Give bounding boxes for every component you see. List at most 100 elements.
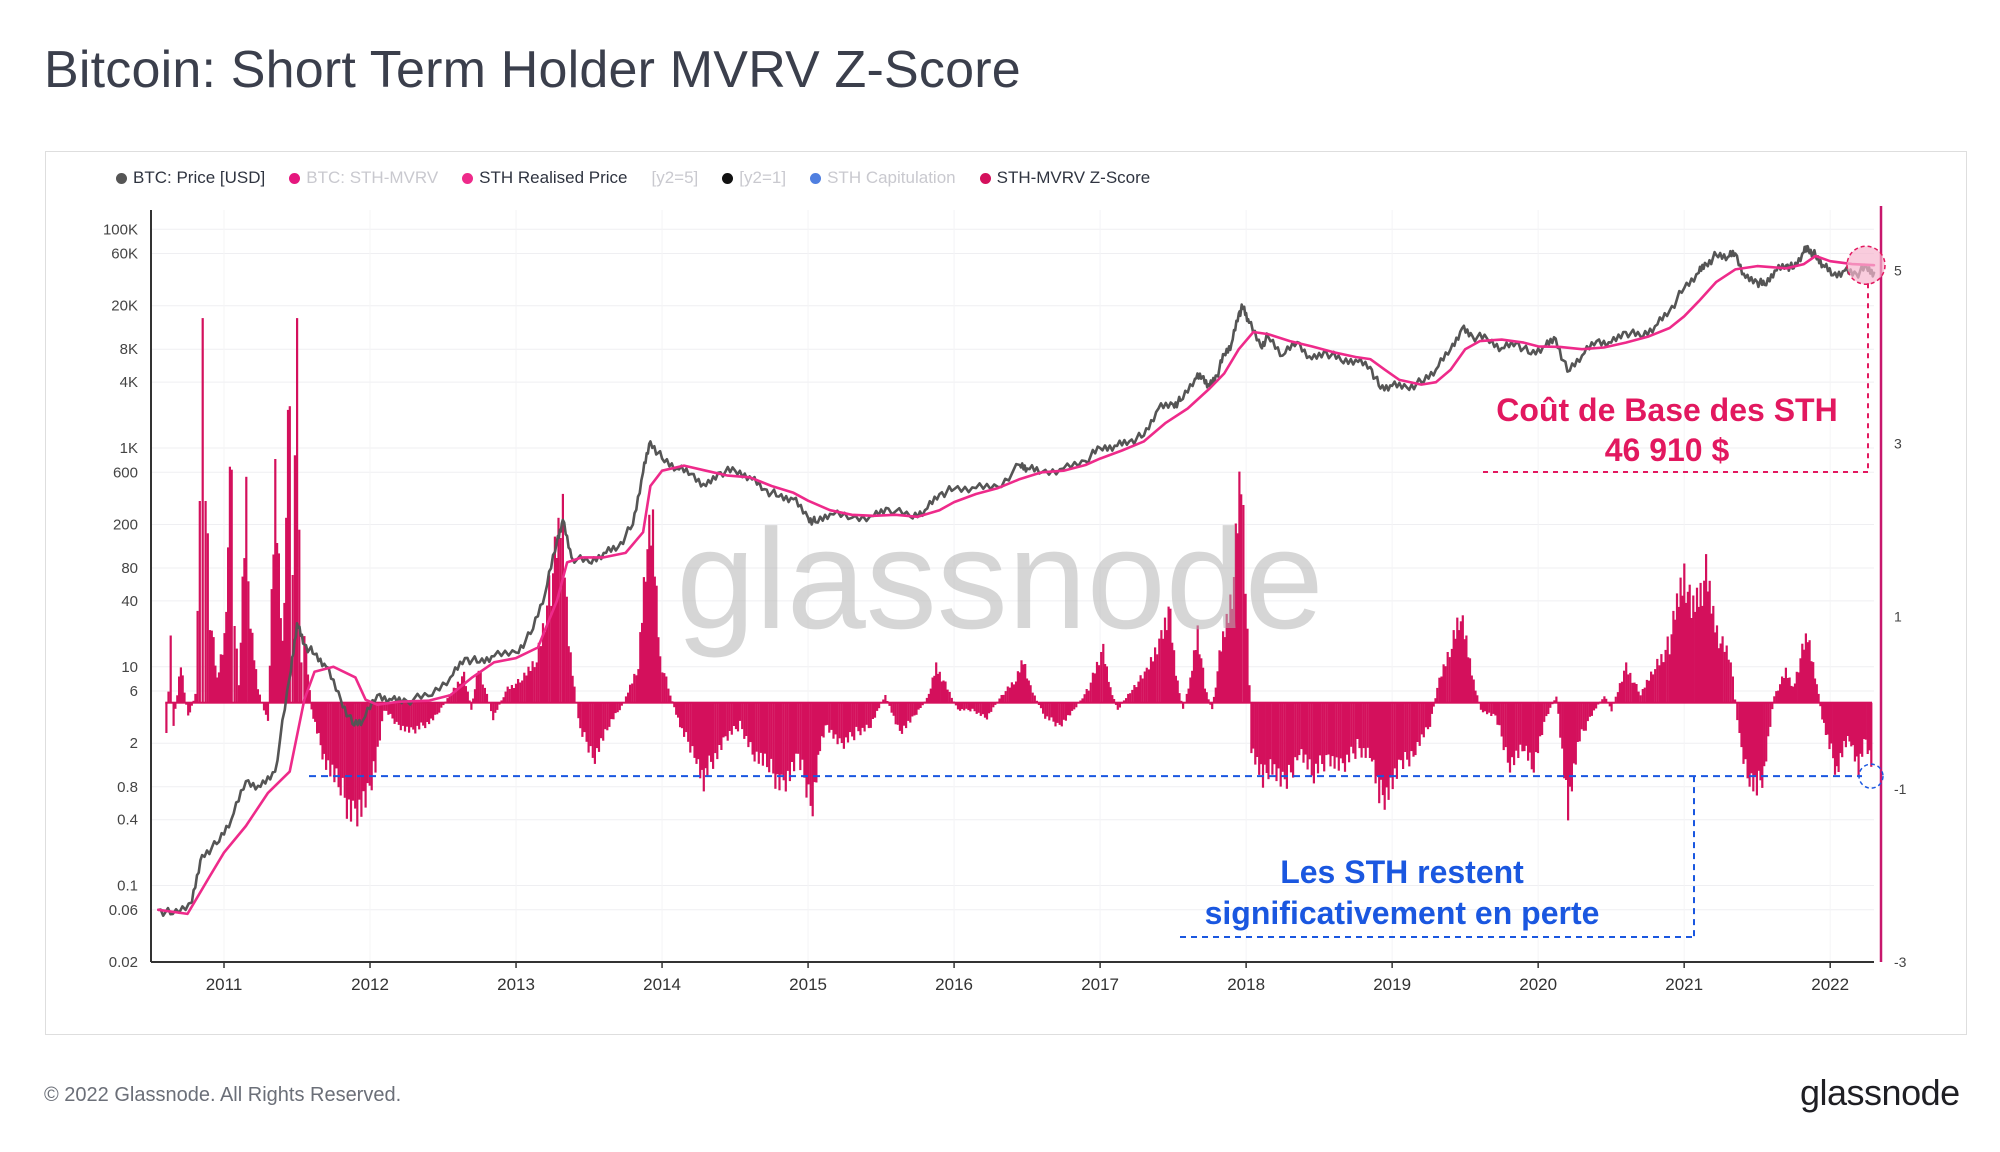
zscore-bar	[1633, 682, 1636, 703]
zscore-bar	[1742, 702, 1745, 764]
zscore-bar	[1708, 580, 1711, 703]
zscore-bar	[933, 675, 936, 703]
zscore-bar	[1304, 702, 1307, 755]
zscore-bar	[1200, 658, 1203, 703]
legend-item-6[interactable]: STH-MVRV Z-Score	[979, 168, 1151, 188]
zscore-bar	[1087, 690, 1090, 703]
legend-label: STH-MVRV Z-Score	[996, 168, 1151, 187]
zscore-bar	[803, 702, 806, 778]
zscore-bar	[1058, 702, 1061, 725]
zscore-bar	[1521, 702, 1524, 752]
zscore-bar	[323, 702, 326, 754]
zscore-bar	[1321, 702, 1324, 764]
zscore-bar	[691, 702, 694, 747]
zscore-bar	[1853, 702, 1856, 762]
zscore-bar	[470, 702, 473, 710]
zscore-bar	[1370, 702, 1374, 762]
footer-logo[interactable]: glassnode	[1800, 1072, 1960, 1113]
legend-item-4[interactable]: [y2=1]	[722, 168, 786, 188]
zscore-bar	[1769, 702, 1772, 727]
zscore-bar	[1198, 654, 1201, 703]
zscore-bar	[871, 702, 874, 719]
zscore-bar	[1715, 625, 1719, 703]
zscore-bar	[1725, 645, 1728, 703]
zscore-bar	[1792, 686, 1795, 703]
zscore-bar	[1333, 702, 1336, 769]
zscore-bar	[1436, 687, 1439, 703]
zscore-bar	[702, 702, 705, 792]
zscore-bar	[629, 684, 632, 703]
zscore-bar	[963, 702, 966, 711]
zscore-bar	[1171, 642, 1174, 703]
zscore-bar	[1211, 702, 1214, 710]
zscore-bar	[1285, 702, 1288, 789]
zscore-bar	[1178, 693, 1181, 703]
zscore-bar	[1422, 702, 1425, 738]
zscore-bar	[1717, 648, 1720, 703]
zscore-bar	[859, 702, 862, 736]
zscore-bar	[1595, 702, 1598, 709]
zscore-bar	[305, 645, 308, 703]
zscore-bar	[1557, 702, 1560, 714]
zscore-bar	[712, 702, 715, 769]
legend-item-2[interactable]: STH Realised Price	[462, 168, 628, 188]
zscore-bar	[1302, 702, 1305, 763]
zscore-bar	[448, 694, 451, 703]
zscore-bar	[606, 702, 609, 731]
zscore-bar	[1158, 638, 1161, 703]
zscore-bar	[1731, 676, 1734, 703]
zscore-bar	[432, 702, 435, 721]
zscore-bar	[1677, 606, 1680, 703]
zscore-bar	[172, 702, 175, 726]
zscore-bar	[1381, 702, 1384, 796]
zscore-bar	[1515, 702, 1518, 751]
zscore-bar	[358, 702, 361, 800]
zscore-bar	[1231, 608, 1234, 703]
zscore-bar	[496, 702, 499, 710]
zscore-bar	[1093, 673, 1097, 703]
zscore-bar	[477, 670, 480, 703]
zscore-bar	[1037, 702, 1040, 705]
zscore-bar	[383, 702, 386, 711]
zscore-bar	[979, 702, 982, 716]
zscore-bar	[438, 702, 441, 713]
zscore-bar	[1859, 702, 1862, 754]
zscore-bar	[1020, 660, 1023, 703]
zscore-bar	[298, 529, 301, 703]
zscore-bar	[537, 642, 540, 703]
zscore-bar	[1104, 664, 1107, 703]
legend-item-5[interactable]: STH Capitulation	[810, 168, 956, 188]
zscore-bar	[1424, 702, 1427, 728]
zscore-bar	[239, 642, 242, 703]
zscore-bar	[1759, 702, 1762, 781]
zscore-bar	[1116, 702, 1119, 710]
legend-item-0[interactable]: BTC: Price [USD]	[116, 168, 265, 188]
x-tick-label: 2013	[497, 975, 535, 994]
zscore-bar	[1141, 678, 1144, 703]
zscore-bar	[1723, 651, 1726, 703]
zscore-bar	[1054, 702, 1057, 727]
cost-basis-annotation-line1: Coût de Base des STH	[1496, 392, 1837, 428]
zscore-bar	[1454, 638, 1457, 703]
zscore-bar	[418, 702, 421, 730]
zscore-bar	[1133, 685, 1136, 703]
zscore-bar	[1795, 671, 1798, 703]
zscore-bar	[639, 632, 642, 703]
zscore-bar	[1545, 702, 1548, 717]
zscore-bar	[1444, 666, 1447, 703]
zscore-bar	[1360, 702, 1363, 758]
zscore-bar	[1532, 702, 1535, 773]
zscore-bar	[550, 605, 553, 703]
zscore-bar	[1312, 702, 1315, 784]
zscore-bar	[741, 702, 744, 730]
zscore-bar	[381, 702, 384, 722]
legend-item-3[interactable]: [y2=5]	[652, 168, 699, 188]
zscore-bar	[1323, 702, 1326, 772]
zscore-bar	[308, 690, 311, 703]
zscore-bar	[1559, 702, 1562, 738]
zscore-bar	[1408, 702, 1411, 767]
zscore-bar	[1549, 702, 1552, 708]
zscore-bar	[1395, 702, 1398, 779]
zscore-bar	[925, 697, 928, 703]
legend-item-1[interactable]: BTC: STH-MVRV	[289, 168, 438, 188]
